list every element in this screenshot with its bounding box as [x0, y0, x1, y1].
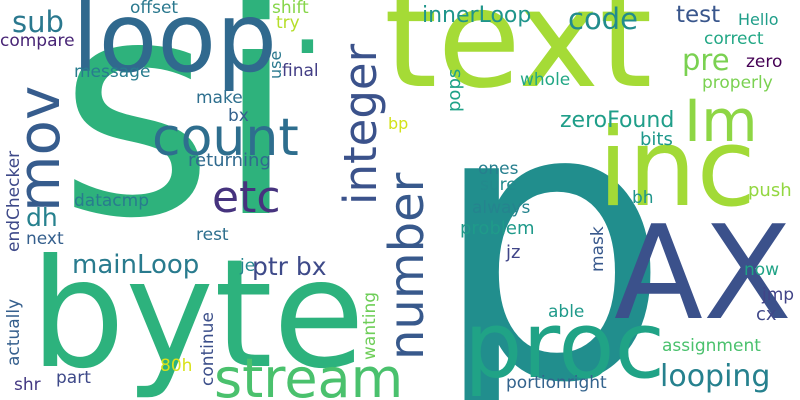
word-rest: rest: [196, 227, 229, 244]
word-looping: looping: [660, 362, 770, 392]
word-Hello: Hello: [738, 12, 779, 28]
word-assignment: assignment: [662, 338, 761, 355]
word-test: test: [676, 4, 720, 27]
word-actually: actually: [6, 299, 23, 366]
word-next: next: [26, 231, 64, 248]
word-bits: bits: [640, 131, 673, 149]
word-shr: shr: [14, 377, 41, 394]
word-problem: problem: [460, 220, 534, 238]
word-datacmp: datacmp: [74, 193, 149, 210]
word-bx: bx: [228, 108, 249, 125]
word-endChecker: endChecker: [6, 151, 23, 252]
word-jmp: jmp: [762, 287, 794, 304]
word-integer: integer: [338, 44, 383, 205]
word-whole: whole: [520, 72, 570, 89]
word-correct: correct: [704, 31, 764, 48]
word-etc: etc: [212, 176, 281, 220]
word-offset: offset: [130, 0, 178, 17]
word-push: push: [748, 182, 792, 200]
word-message: message: [74, 64, 150, 81]
word-Im: Im: [684, 92, 758, 150]
word-try: try: [276, 15, 300, 32]
word-sure: sure: [480, 177, 517, 194]
word-bh: bh: [632, 190, 654, 207]
word-number: number: [383, 173, 431, 360]
word-zero: zero: [746, 54, 782, 71]
word-able: able: [548, 304, 584, 321]
word-innerLoop: innerLoop: [422, 5, 531, 27]
word-code: code: [568, 5, 638, 34]
word-returning: returning: [188, 152, 271, 170]
word-properly: properly: [702, 75, 773, 92]
word-final: final: [282, 63, 319, 80]
word-mainLoop: mainLoop: [72, 252, 199, 278]
word-je: je: [240, 258, 255, 275]
word-now: now: [744, 262, 779, 279]
word-always: always: [472, 200, 530, 217]
word-make: make: [196, 90, 243, 107]
word-portionright: portionright: [506, 375, 607, 392]
word-part: part: [56, 370, 91, 387]
word-cx: cx: [756, 306, 777, 324]
word-bp: bp: [388, 116, 408, 132]
word-pre: pre: [682, 46, 730, 75]
word-pops: pops: [446, 69, 464, 112]
word-jz: jz: [506, 244, 520, 262]
word-ptrbx: ptr bx: [252, 254, 327, 279]
word-use: use: [268, 51, 284, 79]
word-continue: continue: [200, 312, 217, 386]
word-80h: 80h: [160, 358, 192, 375]
word-wanting: wanting: [362, 292, 379, 360]
word-compare: compare: [0, 33, 75, 50]
word-mask: mask: [590, 226, 607, 272]
word-dh: dh: [26, 205, 58, 230]
